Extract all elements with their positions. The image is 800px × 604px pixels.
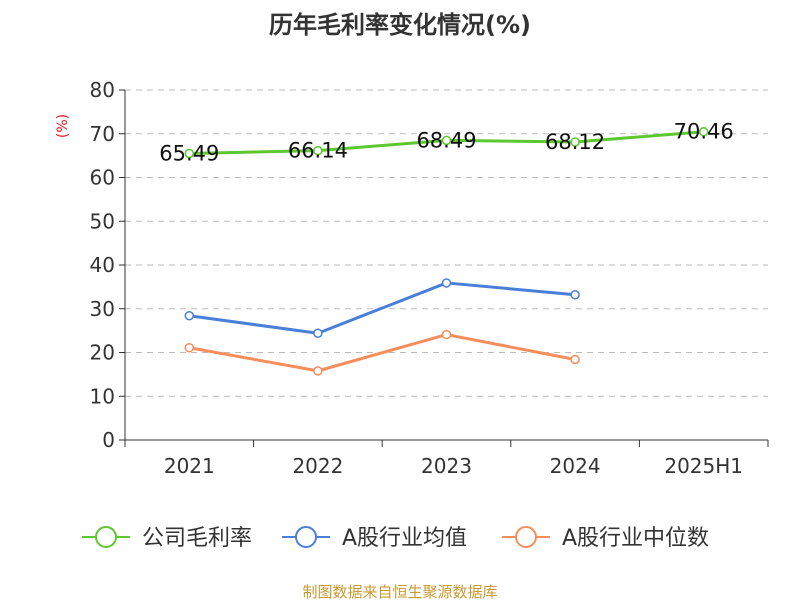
data-point — [313, 145, 323, 156]
data-point — [313, 366, 323, 376]
y-tick-label: 60 — [90, 166, 115, 190]
data-label: 65.49 — [159, 141, 219, 165]
chart-title: 历年毛利率变化情况(%) — [269, 11, 531, 39]
data-point — [313, 328, 323, 338]
data-point — [184, 311, 195, 321]
data-point — [441, 329, 452, 340]
data-source-note: 制图数据来自恒生聚源数据库 — [302, 583, 497, 600]
y-tick-label: 30 — [90, 297, 115, 321]
legend-marker — [95, 526, 117, 548]
data-label: 68.12 — [545, 130, 605, 154]
data-label: 66.14 — [288, 139, 348, 163]
legend-item: 公司毛利率 — [82, 526, 252, 551]
y-tick-label: 40 — [90, 253, 115, 277]
y-axis-label: (%) — [55, 114, 71, 138]
x-tick-label: 2023 — [421, 454, 472, 478]
data-point — [570, 137, 580, 147]
data-point — [698, 126, 709, 137]
data-point — [184, 342, 195, 353]
y-tick-label: 70 — [90, 122, 115, 146]
series-layer — [184, 126, 709, 376]
data-point — [570, 290, 580, 300]
y-tick-label: 20 — [90, 341, 115, 365]
axes: 0 10 20 30 40 50 60 70 80 2021 2022 2023 2024 2025H1 — [90, 78, 769, 478]
series-line-1 — [187, 281, 577, 335]
legend-marker — [515, 526, 537, 548]
data-point — [441, 278, 452, 288]
y-tick-label: 10 — [90, 384, 115, 408]
data-label: 70.46 — [674, 120, 734, 144]
data-point — [441, 135, 452, 146]
data-label: 68.49 — [416, 128, 476, 152]
x-tick-label: 2022 — [292, 454, 343, 478]
legend-label: 公司毛利率 — [142, 526, 252, 551]
data-labels: 65.49 66.14 68.49 68.12 70.46 — [159, 120, 734, 166]
x-tick-label: 2025H1 — [664, 454, 743, 478]
legend-label: A股行业均值 — [342, 526, 467, 551]
legend: 公司毛利率 A股行业均值 A股行业中位数 — [82, 526, 709, 551]
y-tick-label: 50 — [90, 209, 115, 233]
legend-item: A股行业中位数 — [502, 526, 709, 551]
grid-lines — [125, 89, 768, 397]
legend-label: A股行业中位数 — [562, 526, 709, 551]
y-tick-label: 0 — [102, 428, 115, 452]
y-tick-label: 80 — [90, 78, 115, 102]
data-point — [184, 148, 195, 159]
legend-item: A股行业均值 — [282, 526, 467, 551]
series-line-2 — [187, 333, 577, 373]
x-tick-label: 2024 — [550, 454, 601, 478]
legend-marker — [295, 526, 317, 548]
data-point — [570, 354, 580, 365]
x-tick-label: 2021 — [164, 454, 215, 478]
